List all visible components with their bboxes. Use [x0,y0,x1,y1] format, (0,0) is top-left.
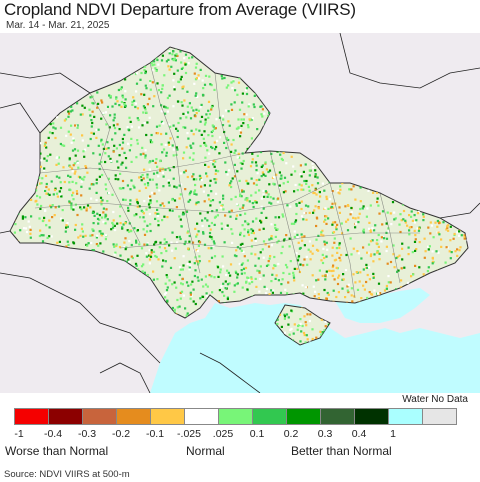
legend-swatch [286,408,321,425]
border-lines [0,33,480,393]
legend-tick-label: -0.1 [145,428,165,440]
legend-tick-label: 0.4 [351,428,367,440]
legend-tick-label: -0.3 [77,428,97,440]
legend-swatch [150,408,185,425]
legend-swatch [48,408,83,425]
legend-tick-label: 0.2 [283,428,299,440]
legend-ticks: -1 -0.4 -0.3 -0.2 -0.1 -.025 .025 0.1 0.2 0.3 0.4 1 [0,428,480,442]
legend-swatch [184,408,219,425]
legend-swatch [354,408,389,425]
legend-swatch [218,408,253,425]
ukraine-outline [9,46,469,319]
legend-swatch [14,408,49,425]
legend-tick-label: -0.4 [43,428,63,440]
source-note: Source: NDVI VIIRS at 500-m [4,469,130,480]
legend-swatch [82,408,117,425]
legend-swatch [320,408,355,425]
date-range: Mar. 14 - Mar. 21, 2025 [6,20,110,31]
legend-tick-label: -1 [14,428,24,440]
legend-tick-label: 1 [390,428,396,440]
legend-tick-label: 0.3 [317,428,333,440]
oblast-lines [34,62,420,299]
legend-tick-label: 0.1 [249,428,265,440]
legend-swatch [422,408,457,425]
legend-swatch [252,408,287,425]
legend-tick-label: -0.2 [111,428,131,440]
legend-normal-label: Normal [186,444,225,458]
legend-worse-label: Worse than Normal [5,444,109,458]
black-sea [150,303,480,393]
sea-of-azov [335,288,430,323]
legend-swatch [116,408,151,425]
map-title: Cropland NDVI Departure from Average (VI… [4,0,356,19]
legend-better-label: Better than Normal [291,444,392,458]
legend-swatch [388,408,423,425]
legend-tick-label: -.025 [177,428,201,440]
ndvi-map [0,33,480,393]
legend-nodata-label: Water No Data [402,394,468,405]
legend-color-bar [14,408,457,425]
legend-tick-label: .025 [212,428,234,440]
